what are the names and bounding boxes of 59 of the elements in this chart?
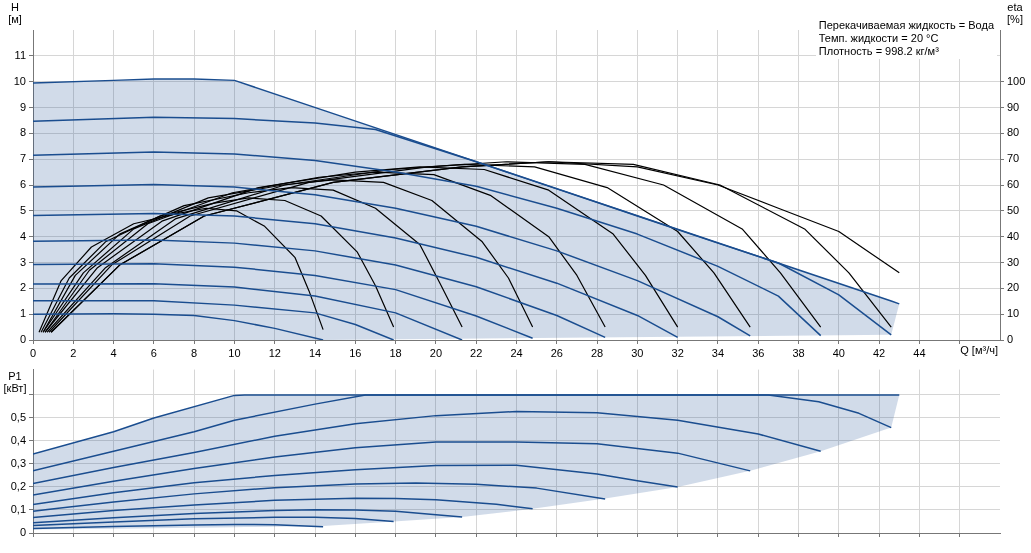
x-tick-label: 2 — [70, 346, 77, 359]
x-tick-label: 4 — [110, 346, 117, 359]
x-tick-label: 0 — [29, 346, 37, 359]
y-tick-label: 11 — [14, 48, 26, 61]
y2-tick-label: 0 — [1007, 333, 1014, 346]
y2-tick-label: 10 — [1007, 307, 1020, 320]
y-tick-label: 0,4 — [10, 433, 26, 446]
y2-tick-label: 80 — [1007, 126, 1020, 139]
x-tick-label: 30 — [631, 346, 644, 359]
x-tick-label: 16 — [349, 346, 362, 359]
y-tick-label: 6 — [19, 178, 26, 191]
x-tick-label: 28 — [590, 346, 604, 359]
annotation: Плотность = 998.2 кг/м³ — [818, 45, 940, 58]
x-tick-label: 38 — [792, 346, 805, 359]
x-tick-label: 20 — [429, 346, 443, 359]
y-tick-label: 8 — [19, 126, 26, 139]
x-tick-label: 12 — [268, 346, 281, 359]
y2-tick-label: 100 — [1007, 74, 1026, 87]
y-axis-title: P1 [кВт] — [3, 370, 27, 395]
y2-tick-label: 90 — [1007, 100, 1020, 113]
annotation: Темп. жидкости = 20 °C — [818, 32, 940, 45]
y-tick-label: 0,3 — [10, 456, 26, 469]
y2-tick-label: 40 — [1007, 229, 1020, 242]
x-tick-label: 26 — [550, 346, 563, 359]
x-axis-title: Q [м³/ч] — [960, 343, 998, 356]
y2-tick-label: 70 — [1007, 152, 1020, 165]
y-tick-label: 0,5 — [10, 410, 26, 423]
x-tick-label: 8 — [191, 346, 198, 359]
y-tick-label: 4 — [19, 229, 26, 242]
y-tick-label: 7 — [19, 152, 26, 165]
y-tick-label: 0,2 — [10, 480, 26, 492]
y-tick-label: 9 — [19, 100, 26, 113]
x-tick-label: 36 — [752, 346, 765, 359]
y2-tick-label: 30 — [1007, 255, 1020, 268]
x-tick-label: 24 — [510, 346, 523, 359]
y-tick-label: 0,1 — [10, 503, 26, 516]
x-tick-label: 14 — [308, 346, 322, 359]
x-tick-label: 6 — [150, 346, 157, 359]
y-tick-label: 0 — [19, 333, 26, 346]
x-tick-label: 22 — [470, 346, 483, 359]
y2-axis-title: eta [%] — [1007, 0, 1024, 25]
y-axis-title: H [м] — [8, 0, 22, 25]
x-tick-label: 34 — [711, 346, 725, 359]
y-tick-label: 10 — [13, 74, 26, 87]
y2-tick-label: 50 — [1007, 203, 1020, 216]
y-tick-label: 3 — [19, 255, 26, 268]
x-tick-label: 18 — [389, 346, 402, 359]
y2-tick-label: 20 — [1007, 281, 1020, 294]
y2-tick-label: 60 — [1007, 178, 1020, 191]
y-tick-label: 5 — [19, 203, 26, 216]
x-tick-label: 42 — [873, 346, 886, 359]
y-tick-label: 2 — [19, 281, 26, 294]
x-tick-label: 10 — [228, 346, 241, 359]
y-tick-label: 0 — [19, 526, 26, 539]
x-tick-label: 40 — [832, 346, 845, 359]
x-tick-label: 44 — [913, 346, 926, 359]
y-tick-label: 1 — [19, 307, 26, 320]
x-tick-label: 32 — [671, 346, 684, 359]
annotation: Перекачиваемая жидкость = Вода — [818, 19, 994, 32]
